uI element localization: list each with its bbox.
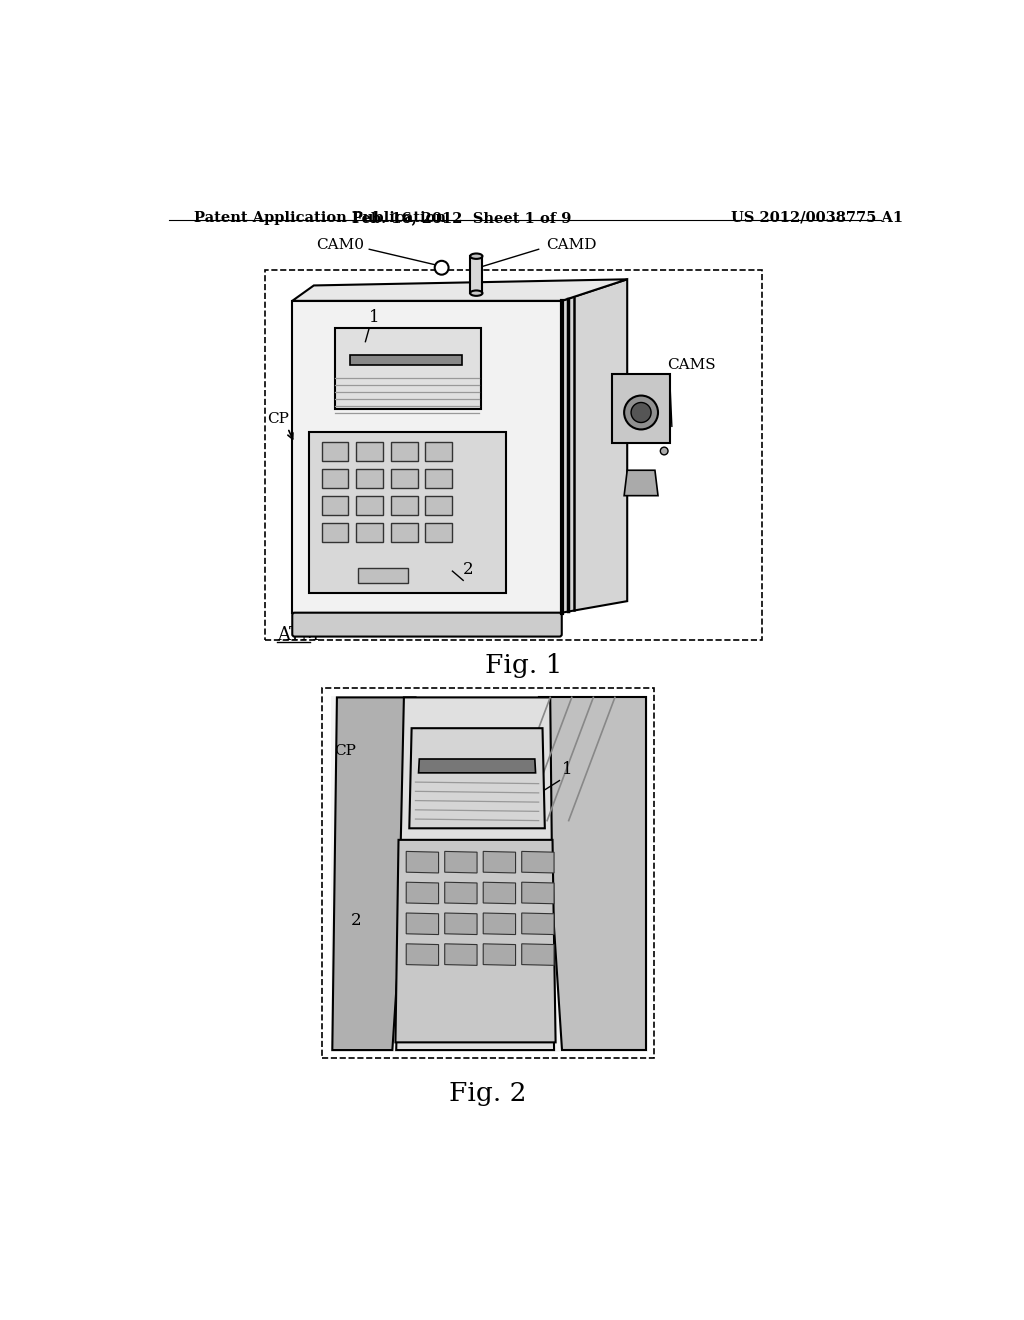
Polygon shape	[410, 729, 545, 829]
Bar	[322, 496, 348, 515]
Polygon shape	[333, 697, 416, 1051]
Bar	[391, 469, 418, 488]
Bar	[425, 469, 453, 488]
Circle shape	[660, 447, 668, 455]
Polygon shape	[396, 697, 554, 1051]
Polygon shape	[444, 944, 477, 965]
Text: Patent Application Publication: Patent Application Publication	[194, 211, 445, 224]
Polygon shape	[407, 851, 438, 873]
Text: US 2012/0038775 A1: US 2012/0038775 A1	[731, 211, 903, 224]
Bar	[357, 568, 408, 583]
Polygon shape	[521, 851, 554, 873]
Circle shape	[435, 261, 449, 275]
Bar	[391, 442, 418, 461]
FancyBboxPatch shape	[292, 612, 562, 636]
Polygon shape	[483, 851, 515, 873]
Bar	[356, 469, 383, 488]
Text: 2: 2	[351, 912, 361, 928]
Bar	[322, 442, 348, 461]
Bar	[322, 469, 348, 488]
Polygon shape	[331, 696, 648, 1052]
Text: CP: CP	[267, 412, 290, 425]
Text: 1: 1	[562, 762, 572, 779]
Text: CAMD: CAMD	[546, 238, 596, 252]
Bar	[611, 374, 670, 444]
Text: Fig. 2: Fig. 2	[450, 1081, 526, 1106]
Bar	[322, 523, 348, 543]
Ellipse shape	[470, 253, 482, 259]
Text: Feb. 16, 2012  Sheet 1 of 9: Feb. 16, 2012 Sheet 1 of 9	[352, 211, 571, 224]
Polygon shape	[521, 882, 554, 904]
Bar	[356, 523, 383, 543]
Polygon shape	[483, 882, 515, 904]
Circle shape	[625, 396, 658, 429]
Bar	[356, 496, 383, 515]
Polygon shape	[444, 851, 477, 873]
Polygon shape	[292, 280, 628, 301]
Polygon shape	[539, 697, 646, 1051]
Polygon shape	[521, 944, 554, 965]
Polygon shape	[407, 913, 438, 935]
Bar	[391, 496, 418, 515]
Polygon shape	[625, 470, 658, 496]
Bar	[350, 355, 462, 364]
Text: CAMS: CAMS	[667, 358, 716, 372]
Polygon shape	[444, 882, 477, 904]
Text: CP: CP	[334, 744, 355, 758]
Bar	[425, 523, 453, 543]
Polygon shape	[407, 944, 438, 965]
Polygon shape	[483, 913, 515, 935]
Polygon shape	[292, 301, 562, 612]
Polygon shape	[521, 913, 554, 935]
Bar	[425, 442, 453, 461]
Text: 2: 2	[463, 561, 474, 578]
Polygon shape	[562, 280, 628, 612]
Bar	[425, 496, 453, 515]
Polygon shape	[309, 432, 506, 594]
Polygon shape	[444, 913, 477, 935]
Polygon shape	[395, 840, 556, 1043]
Bar	[391, 523, 418, 543]
Text: 1: 1	[370, 309, 380, 326]
Polygon shape	[419, 759, 536, 774]
Bar	[356, 442, 383, 461]
Polygon shape	[407, 882, 438, 904]
Text: ATM: ATM	[276, 626, 319, 644]
Text: CAM0: CAM0	[316, 238, 364, 252]
Circle shape	[631, 403, 651, 422]
Bar	[265, 271, 762, 640]
Polygon shape	[335, 327, 481, 409]
Text: Fig. 1: Fig. 1	[484, 652, 562, 677]
Ellipse shape	[470, 290, 482, 296]
Bar	[470, 256, 482, 293]
Polygon shape	[483, 944, 515, 965]
Bar	[322, 688, 654, 1057]
